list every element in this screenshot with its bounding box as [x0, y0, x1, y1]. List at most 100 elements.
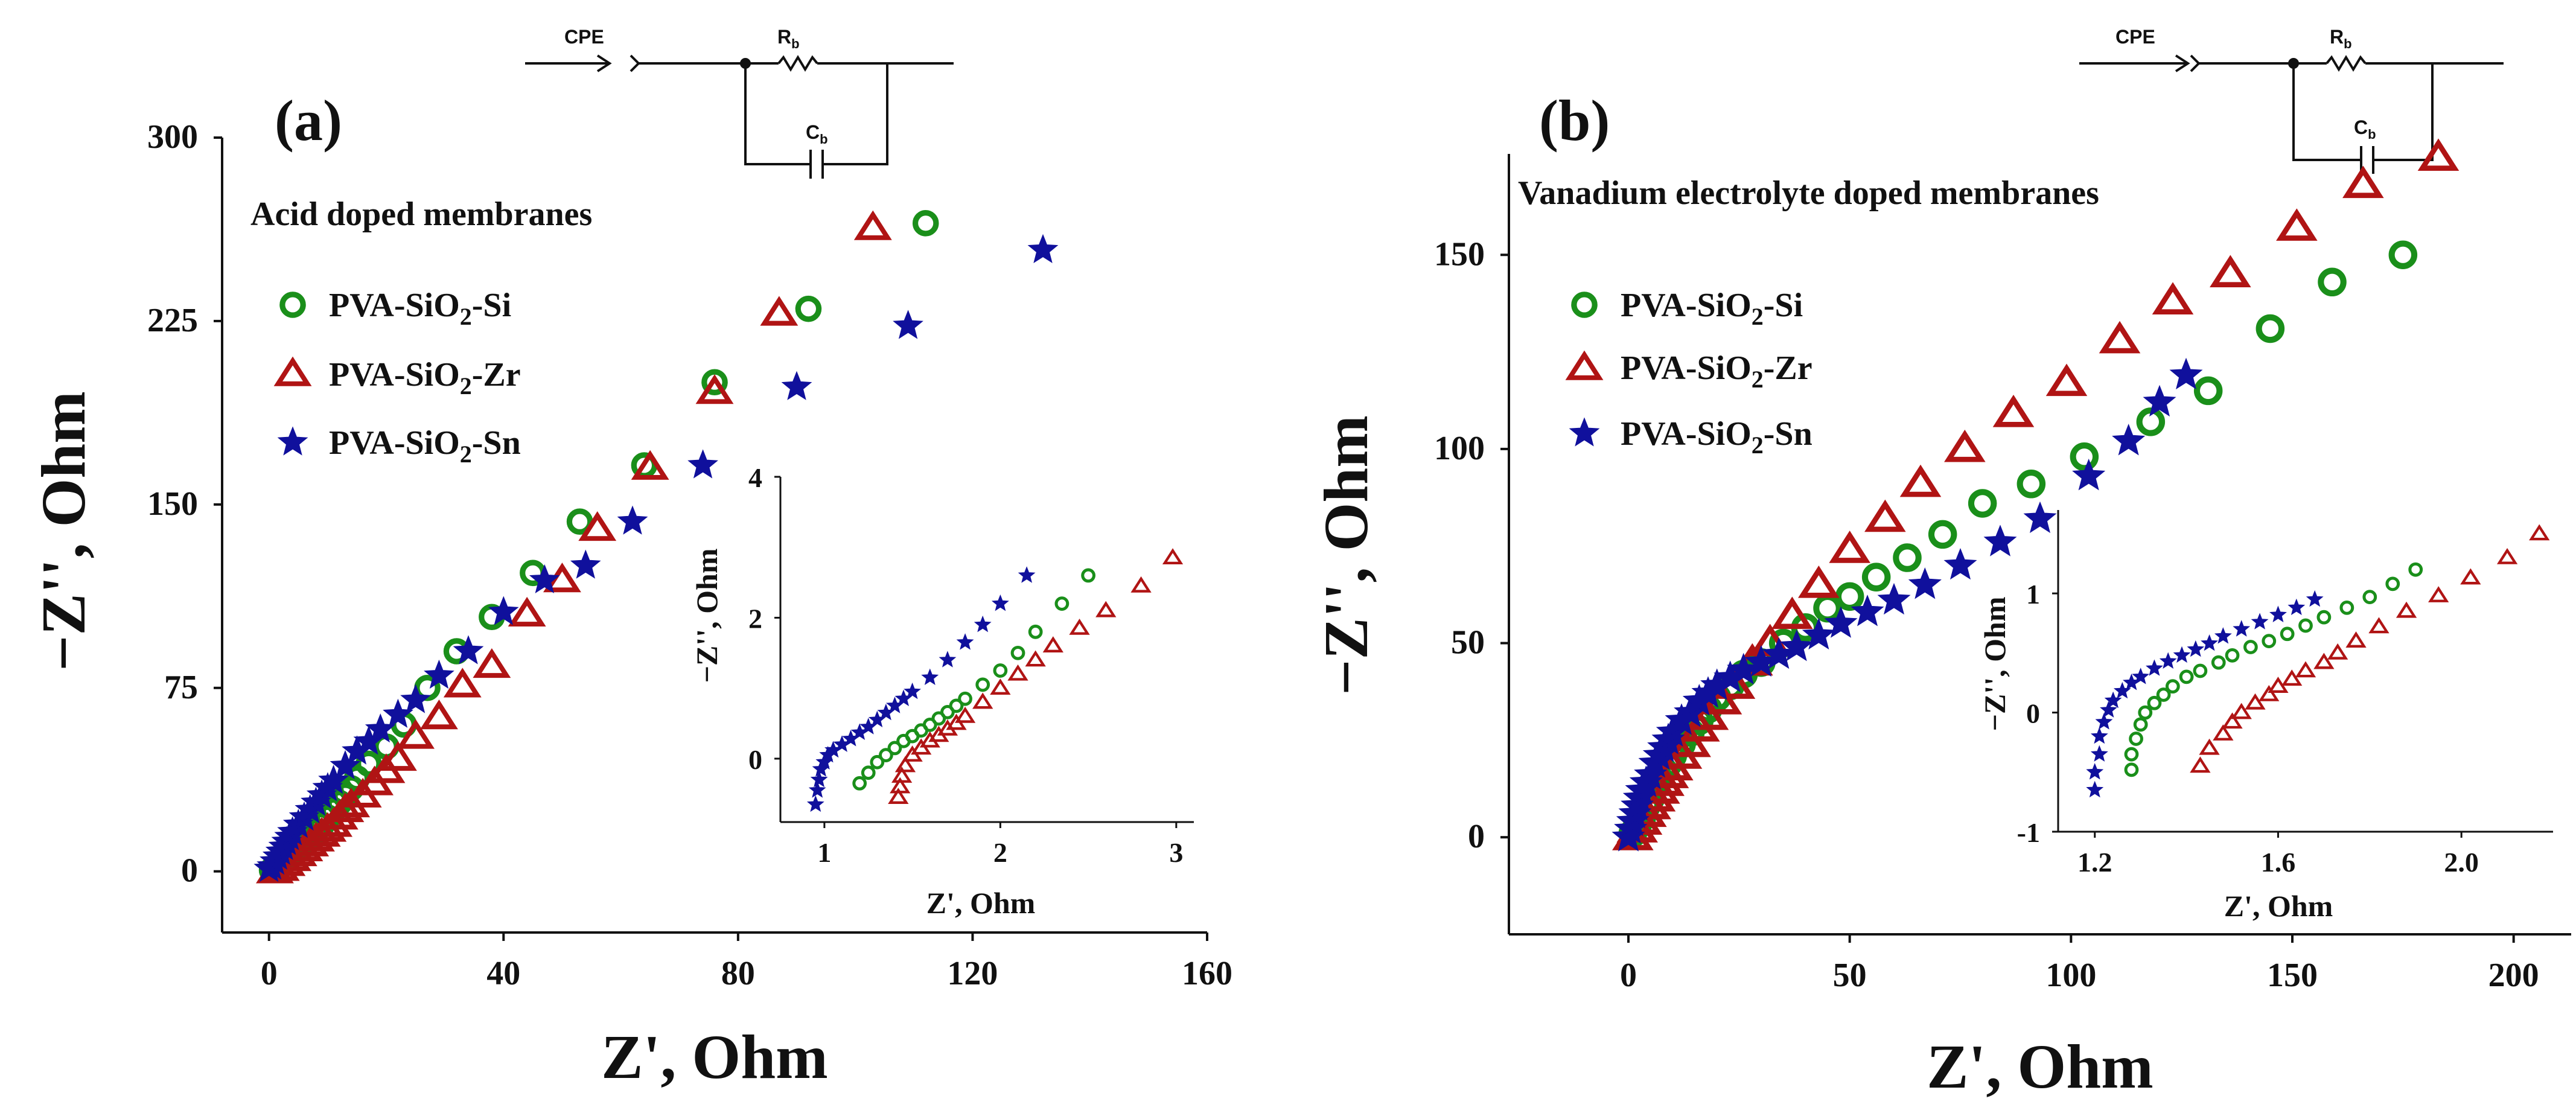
data-point-triangle [2045, 363, 2088, 397]
panel-label-a: (a) [275, 88, 342, 153]
data-point-star [2269, 605, 2287, 623]
data-point-star [1908, 567, 1942, 599]
data-point-circle [2193, 376, 2223, 406]
legend-a-sn-label: PVA-SiO2-Sn [329, 424, 521, 468]
data-point-triangle [1864, 499, 1906, 532]
data-point-circle [2124, 747, 2139, 762]
legend-b-si-marker [1571, 292, 1598, 318]
data-point-triangle [890, 777, 911, 794]
x-tick-label: 40 [486, 955, 520, 992]
data-point-circle [912, 210, 939, 237]
data-point-triangle [1771, 596, 1813, 630]
data-point-triangle [2327, 643, 2348, 660]
legend-b: PVA-SiO2-Si PVA-SiO2-Zr PVA-SiO2-Sn [1565, 287, 1812, 459]
data-point-star [2100, 701, 2117, 718]
data-point-star [2251, 613, 2269, 630]
legend-a-zr-marker [273, 356, 312, 386]
legend-a-item-zr: PVA-SiO2-Zr [273, 356, 521, 400]
circuit-b-arrow [2175, 54, 2190, 72]
x-tick-label: 1 [817, 837, 831, 868]
data-point-star [2086, 780, 2104, 798]
panel-title-a: Acid doped membranes [250, 196, 592, 233]
data-point-triangle [1007, 664, 1028, 681]
x-axis-label-b: Z', Ohm [1927, 1032, 2154, 1101]
y-tick-label: 100 [1434, 430, 1485, 467]
circuit-b-r-label: Rb [2330, 26, 2352, 51]
data-point-circle [879, 748, 893, 762]
data-point-star [781, 371, 812, 400]
y-tick-label: 0 [748, 744, 762, 775]
data-point-star [2201, 634, 2218, 651]
data-point-triangle [891, 767, 913, 783]
data-point-star [2072, 458, 2106, 491]
inset-a-y-label: −Z'', Ohm [690, 549, 724, 683]
data-point-star [806, 795, 824, 812]
legend-marker-circle [279, 292, 306, 318]
data-point-star [2112, 424, 2146, 456]
data-point-star [2233, 620, 2251, 637]
x-tick-label: 100 [2045, 957, 2096, 994]
data-point-triangle [2222, 712, 2243, 729]
data-point-circle [2165, 679, 2180, 694]
data-point-circle [2388, 240, 2418, 270]
data-point-circle [2339, 600, 2354, 615]
data-point-triangle [1130, 576, 1152, 593]
data-point-triangle [2190, 756, 2211, 773]
panel-title-b: Vanadium electrolyte doped membranes [1518, 174, 2099, 212]
circuit-b-resistor [2326, 55, 2367, 72]
data-point-star [529, 564, 560, 594]
data-point-star [1802, 617, 1835, 650]
data-point-triangle [954, 706, 976, 723]
y-tick-label: -1 [2017, 817, 2040, 848]
equivalent-circuit-b [2079, 54, 2504, 174]
data-point-triangle [2281, 669, 2303, 686]
circuit-a-cap-branch-right [823, 63, 888, 165]
circuit-a-c-label: Cb [806, 121, 828, 147]
markers-b [1612, 138, 2460, 852]
legend-a-item-si: PVA-SiO2-Si [279, 287, 511, 330]
data-point-circle [870, 754, 885, 770]
data-point-star [400, 684, 431, 713]
data-point-triangle [2313, 652, 2335, 669]
data-point-star [2214, 627, 2232, 644]
x-tick-label: 200 [2488, 957, 2539, 994]
circuit-a-r-label: Rb [777, 26, 800, 51]
data-point-circle [2298, 618, 2313, 633]
inset-a: 1 2 3 0 2 4 Z', Ohm −Z'', Ohm [690, 462, 1194, 920]
legend-marker-star [1569, 417, 1600, 447]
data-point-circle [2156, 687, 2171, 702]
data-point-triangle [2231, 703, 2252, 719]
data-point-triangle [695, 374, 734, 404]
data-point-circle [2316, 610, 2332, 625]
data-point-triangle [888, 788, 909, 804]
data-point-circle [2124, 762, 2139, 777]
data-point-star [1018, 566, 1036, 583]
data-point-star [2132, 668, 2150, 684]
inset-b-markers [2086, 524, 2550, 798]
data-point-triangle [1944, 429, 1986, 462]
data-point-circle [975, 677, 990, 692]
inset-b-x-label: Z', Ohm [2224, 889, 2333, 923]
data-point-triangle [378, 741, 417, 771]
data-point-star [1027, 234, 1059, 264]
data-point-star [2143, 384, 2176, 417]
y-tick-label: 300 [147, 118, 198, 156]
y-tick-label: 0 [181, 852, 198, 890]
data-point-circle [795, 295, 822, 322]
data-point-star [939, 651, 957, 668]
x-tick-label: 120 [947, 955, 998, 992]
legend-marker-circle [1571, 292, 1598, 318]
data-point-star [904, 682, 921, 700]
inset-b-ticks: 1.2 1.6 2.0 -1 0 1 [2017, 579, 2479, 878]
legend-b-sn-label: PVA-SiO2-Sn [1621, 415, 1812, 459]
inset-a-x-label: Z', Ohm [926, 886, 1036, 920]
y-tick-label: 0 [2026, 698, 2040, 729]
x-tick-label: 1.2 [2077, 847, 2112, 878]
data-point-circle [2262, 634, 2277, 649]
circuit-b-cpe-label: CPE [2115, 26, 2155, 48]
data-point-star [2090, 745, 2108, 762]
data-point-circle [993, 663, 1008, 678]
data-point-circle [2179, 669, 2194, 684]
data-point-triangle [2259, 684, 2280, 701]
